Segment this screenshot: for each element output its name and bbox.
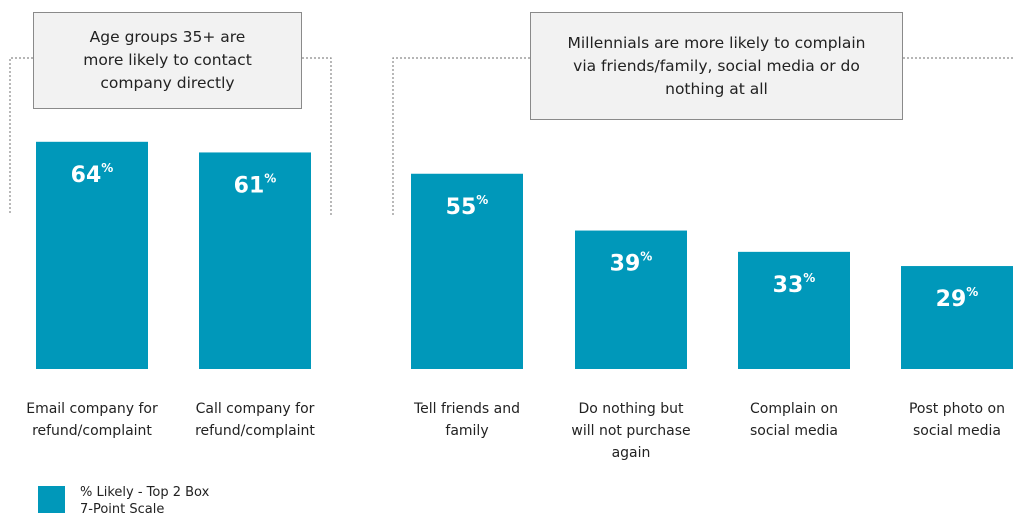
bracket-left-line — [9, 57, 33, 215]
bracket-left — [9, 57, 332, 215]
value-label: 39% — [610, 250, 653, 277]
callout-age-groups: Age groups 35+ are more likely to contac… — [33, 12, 302, 109]
legend-swatch — [38, 486, 65, 513]
category-label: Call company for refund/complaint — [195, 401, 315, 439]
bar — [199, 152, 311, 369]
value-label: 61% — [234, 171, 277, 198]
category-label: Post photo on social media — [909, 401, 1005, 439]
category-label: Email company for refund/complaint — [26, 401, 158, 439]
value-labels: 64% 61% 55% 39% 33% 29% — [71, 161, 979, 312]
bracket-left-line — [302, 57, 332, 215]
callout-millennials: Millennials are more likely to complain … — [530, 12, 903, 120]
category-label: Do nothing but will not purchase again — [571, 401, 690, 461]
category-label: Complain on social media — [750, 401, 838, 439]
category-labels: Email company for refund/complaint Call co… — [26, 401, 1005, 461]
value-label: 64% — [71, 161, 114, 188]
bar — [738, 251, 850, 369]
value-label: 55% — [446, 193, 489, 220]
bracket-right — [392, 57, 1015, 215]
bar — [36, 141, 148, 369]
category-label: Tell friends and family — [413, 401, 520, 439]
legend-label: % Likely - Top 2 Box 7-Point Scale — [80, 485, 210, 517]
bar — [901, 266, 1013, 369]
bars — [36, 141, 1013, 369]
value-label: 33% — [773, 271, 816, 298]
value-label: 29% — [936, 285, 979, 312]
bar — [575, 230, 687, 369]
bracket-right-line — [392, 57, 530, 215]
bar — [411, 173, 523, 369]
